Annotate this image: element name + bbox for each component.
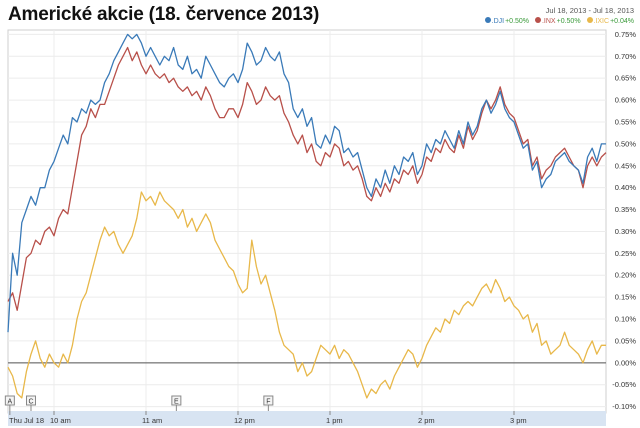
y-tick-label: 0.15%	[615, 293, 637, 302]
legend-change-ixic: +0.04%	[610, 17, 634, 25]
event-marker-label: F	[266, 399, 270, 406]
date-range-separator: -	[586, 6, 594, 15]
event-marker-e[interactable]: E	[171, 395, 182, 411]
series-line-ixic	[7, 191, 606, 399]
x-tick-label: 3 pm	[510, 416, 527, 425]
series-line-inx	[7, 46, 607, 311]
y-tick-label: 0.65%	[615, 74, 637, 83]
legend-change-dji: +0.50%	[505, 17, 530, 25]
y-tick-label: 0.50%	[615, 139, 637, 148]
legend-item-ixic[interactable]: .IXIC+0.04%	[583, 17, 634, 25]
legend-label-dji: .DJI	[491, 17, 505, 25]
event-marker-label: A	[8, 399, 13, 406]
y-tick-label: 0.40%	[615, 183, 637, 192]
y-tick-label: -0.10%	[612, 402, 636, 411]
event-marker-c[interactable]: C	[26, 395, 36, 411]
legend-item-inx[interactable]: .INX+0.50%	[531, 17, 581, 25]
legend-label-ixic: .IXIC	[593, 17, 610, 25]
x-tick-label: 10 am	[50, 416, 71, 425]
event-marker-box	[26, 395, 36, 406]
event-marker-a[interactable]: A	[4, 395, 15, 411]
legend: .DJI+0.50% .INX+0.50% .IXIC+0.04%	[481, 17, 634, 25]
y-tick-label: 0.05%	[615, 336, 637, 345]
y-tick-label: 0.00%	[615, 358, 637, 367]
date-range-start: Jul 18, 2013	[545, 6, 587, 15]
y-tick-label: 0.25%	[615, 249, 637, 258]
x-tick-label: 2 pm	[418, 416, 435, 425]
y-tick-label: 0.35%	[615, 205, 637, 214]
ixic-color-dot	[586, 17, 593, 23]
x-axis-band	[8, 411, 606, 426]
y-tick-label: 0.45%	[615, 161, 637, 170]
event-marker-f[interactable]: F	[263, 395, 274, 411]
x-tick-label: 11 am	[142, 416, 162, 425]
date-range: Jul 18, 2013 - Jul 18, 2013	[546, 6, 634, 15]
date-range-end: Jul 18, 2013	[593, 6, 634, 15]
x-tick-label: 12 pm	[234, 416, 255, 425]
y-tick-label: 0.70%	[615, 52, 637, 61]
y-tick-label: 0.30%	[615, 227, 637, 236]
event-marker-label: E	[174, 399, 179, 406]
legend-change-inx: +0.50%	[556, 17, 581, 25]
y-tick-label: 0.55%	[615, 117, 637, 126]
series-line-dji	[7, 33, 606, 333]
event-marker-box	[263, 395, 274, 406]
y-tick-label: 0.20%	[615, 271, 637, 280]
x-tick-label: Thu Jul 18	[9, 416, 44, 425]
inx-color-dot	[534, 17, 541, 23]
dji-color-dot	[484, 17, 491, 23]
y-tick-label: 0.75%	[615, 30, 637, 39]
legend-label-inx: .INX	[541, 17, 556, 25]
y-tick-label: 0.10%	[615, 315, 637, 324]
y-tick-label: 0.60%	[615, 96, 637, 105]
event-marker-box	[171, 395, 182, 406]
legend-item-dji[interactable]: .DJI+0.50%	[481, 17, 530, 25]
y-tick-label: -0.05%	[612, 380, 636, 389]
x-tick-label: 1 pm	[326, 416, 343, 425]
event-marker-label: C	[28, 399, 33, 406]
event-marker-box	[4, 395, 15, 406]
chart-title: Americké akcie (18. července 2013)	[8, 4, 320, 25]
